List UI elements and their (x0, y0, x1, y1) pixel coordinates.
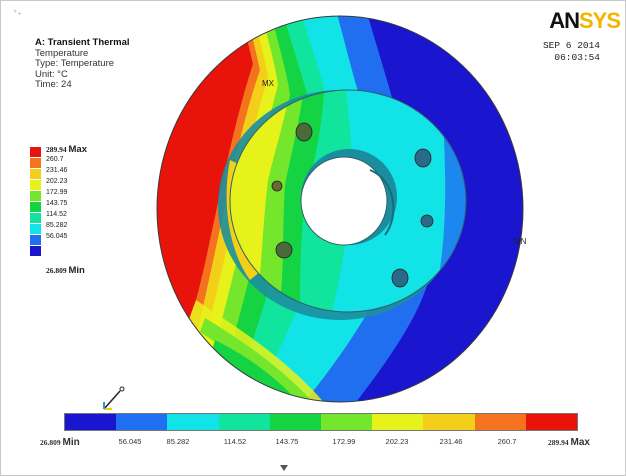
legend-min-label: 26.809 Min (46, 265, 85, 276)
analysis-info: A: Transient Thermal Temperature Type: T… (35, 37, 130, 91)
scale-seg-3 (218, 414, 270, 430)
legend-swatch-5 (30, 202, 41, 212)
legend-swatch-8 (30, 235, 41, 245)
legend-value-0: 289.94 (46, 145, 67, 154)
result-time: Time: 24 (35, 79, 72, 90)
logo-text-main: AN (549, 8, 580, 33)
date-text: SEP 6 2014 (542, 40, 600, 51)
bolt-hole-top-right (414, 148, 432, 168)
scale-label-6: 202.23 (385, 437, 409, 446)
time-text: 06:03:54 (554, 52, 600, 63)
logo-text-accent: SYS (578, 8, 621, 33)
legend-swatch-0 (30, 147, 41, 157)
scale-label-3: 114.52 (223, 437, 247, 446)
legend-value-4: 172.99 (46, 189, 68, 196)
scale-label-7: 231.46 (439, 437, 463, 446)
ansys-logo: ANSYS (549, 8, 621, 34)
legend-value-2: 231.46 (46, 167, 68, 174)
legend-swatch-4 (30, 191, 41, 201)
legend-swatch-7 (30, 224, 41, 234)
legend-max-tag: Max (68, 144, 87, 155)
scale-label-9: 289.94 (548, 438, 569, 447)
scale-seg-4 (269, 414, 322, 430)
scale-label-8: 260.7 (497, 437, 517, 446)
result-unit: Unit: °C (35, 68, 68, 80)
legend-value-3: 202.23 (46, 178, 68, 185)
legend-max-label: 289.94 Max (46, 144, 87, 155)
horizontal-color-scale (64, 413, 578, 431)
legend-swatch-2 (30, 169, 41, 179)
result-type: Type: Temperature (35, 58, 115, 69)
legend-value-9: 26.809 (46, 266, 67, 275)
bolt-hole-bottom-right (391, 268, 409, 288)
scale-max-tag: Max (570, 437, 590, 448)
corner-marker: ⁺₊ (13, 8, 22, 17)
legend-value-1: 260.7 (46, 156, 64, 163)
bolt-hole-right (420, 214, 434, 228)
scale-seg-6 (372, 414, 424, 430)
legend-value-6: 114.52 (46, 211, 67, 218)
scale-seg-8 (474, 414, 526, 430)
scale-min-label: 26.809 Min (40, 437, 80, 448)
axis-triad-icon[interactable] (98, 383, 128, 413)
min-probe-label: MN (514, 237, 527, 246)
bolt-hole-top-left (295, 122, 313, 142)
disc-outer-edge (156, 15, 524, 403)
scale-min-tag: Min (62, 437, 80, 448)
hub-face-edge (229, 89, 467, 313)
scale-seg-0 (65, 414, 117, 430)
scale-label-5: 172.99 (332, 437, 356, 446)
result-name: Temperature (35, 47, 89, 59)
scale-label-1: 56.045 (118, 437, 142, 446)
legend-swatch-9 (30, 246, 41, 256)
scale-seg-5 (321, 414, 373, 430)
legend-swatch-1 (30, 158, 41, 168)
legend-value-8: 56.045 (46, 233, 68, 240)
legend-value-5: 143.75 (46, 200, 68, 207)
scale-label-2: 85.282 (166, 437, 190, 446)
scale-seg-9 (525, 414, 578, 430)
bottom-marker-icon (280, 465, 288, 471)
bolt-hole-left (271, 180, 283, 192)
scale-seg-7 (423, 414, 475, 430)
timestamp: SEP 6 2014 06:03:54 (543, 40, 600, 64)
legend-value-7: 85.282 (46, 222, 68, 229)
scale-max-label: 289.94 Max (548, 437, 590, 448)
center-bore (300, 156, 388, 246)
scale-label-4: 143.75 (275, 437, 299, 446)
scale-seg-2 (167, 414, 219, 430)
scale-seg-1 (116, 414, 168, 430)
bolt-hole-bottom-left (275, 241, 293, 259)
analysis-title: A: Transient Thermal (35, 37, 130, 48)
max-probe-label: MX (262, 79, 275, 88)
scale-label-0: 26.809 (40, 438, 61, 447)
legend-swatch-3 (30, 180, 41, 190)
legend-swatch-6 (30, 213, 41, 223)
legend-min-tag: Min (68, 265, 85, 276)
